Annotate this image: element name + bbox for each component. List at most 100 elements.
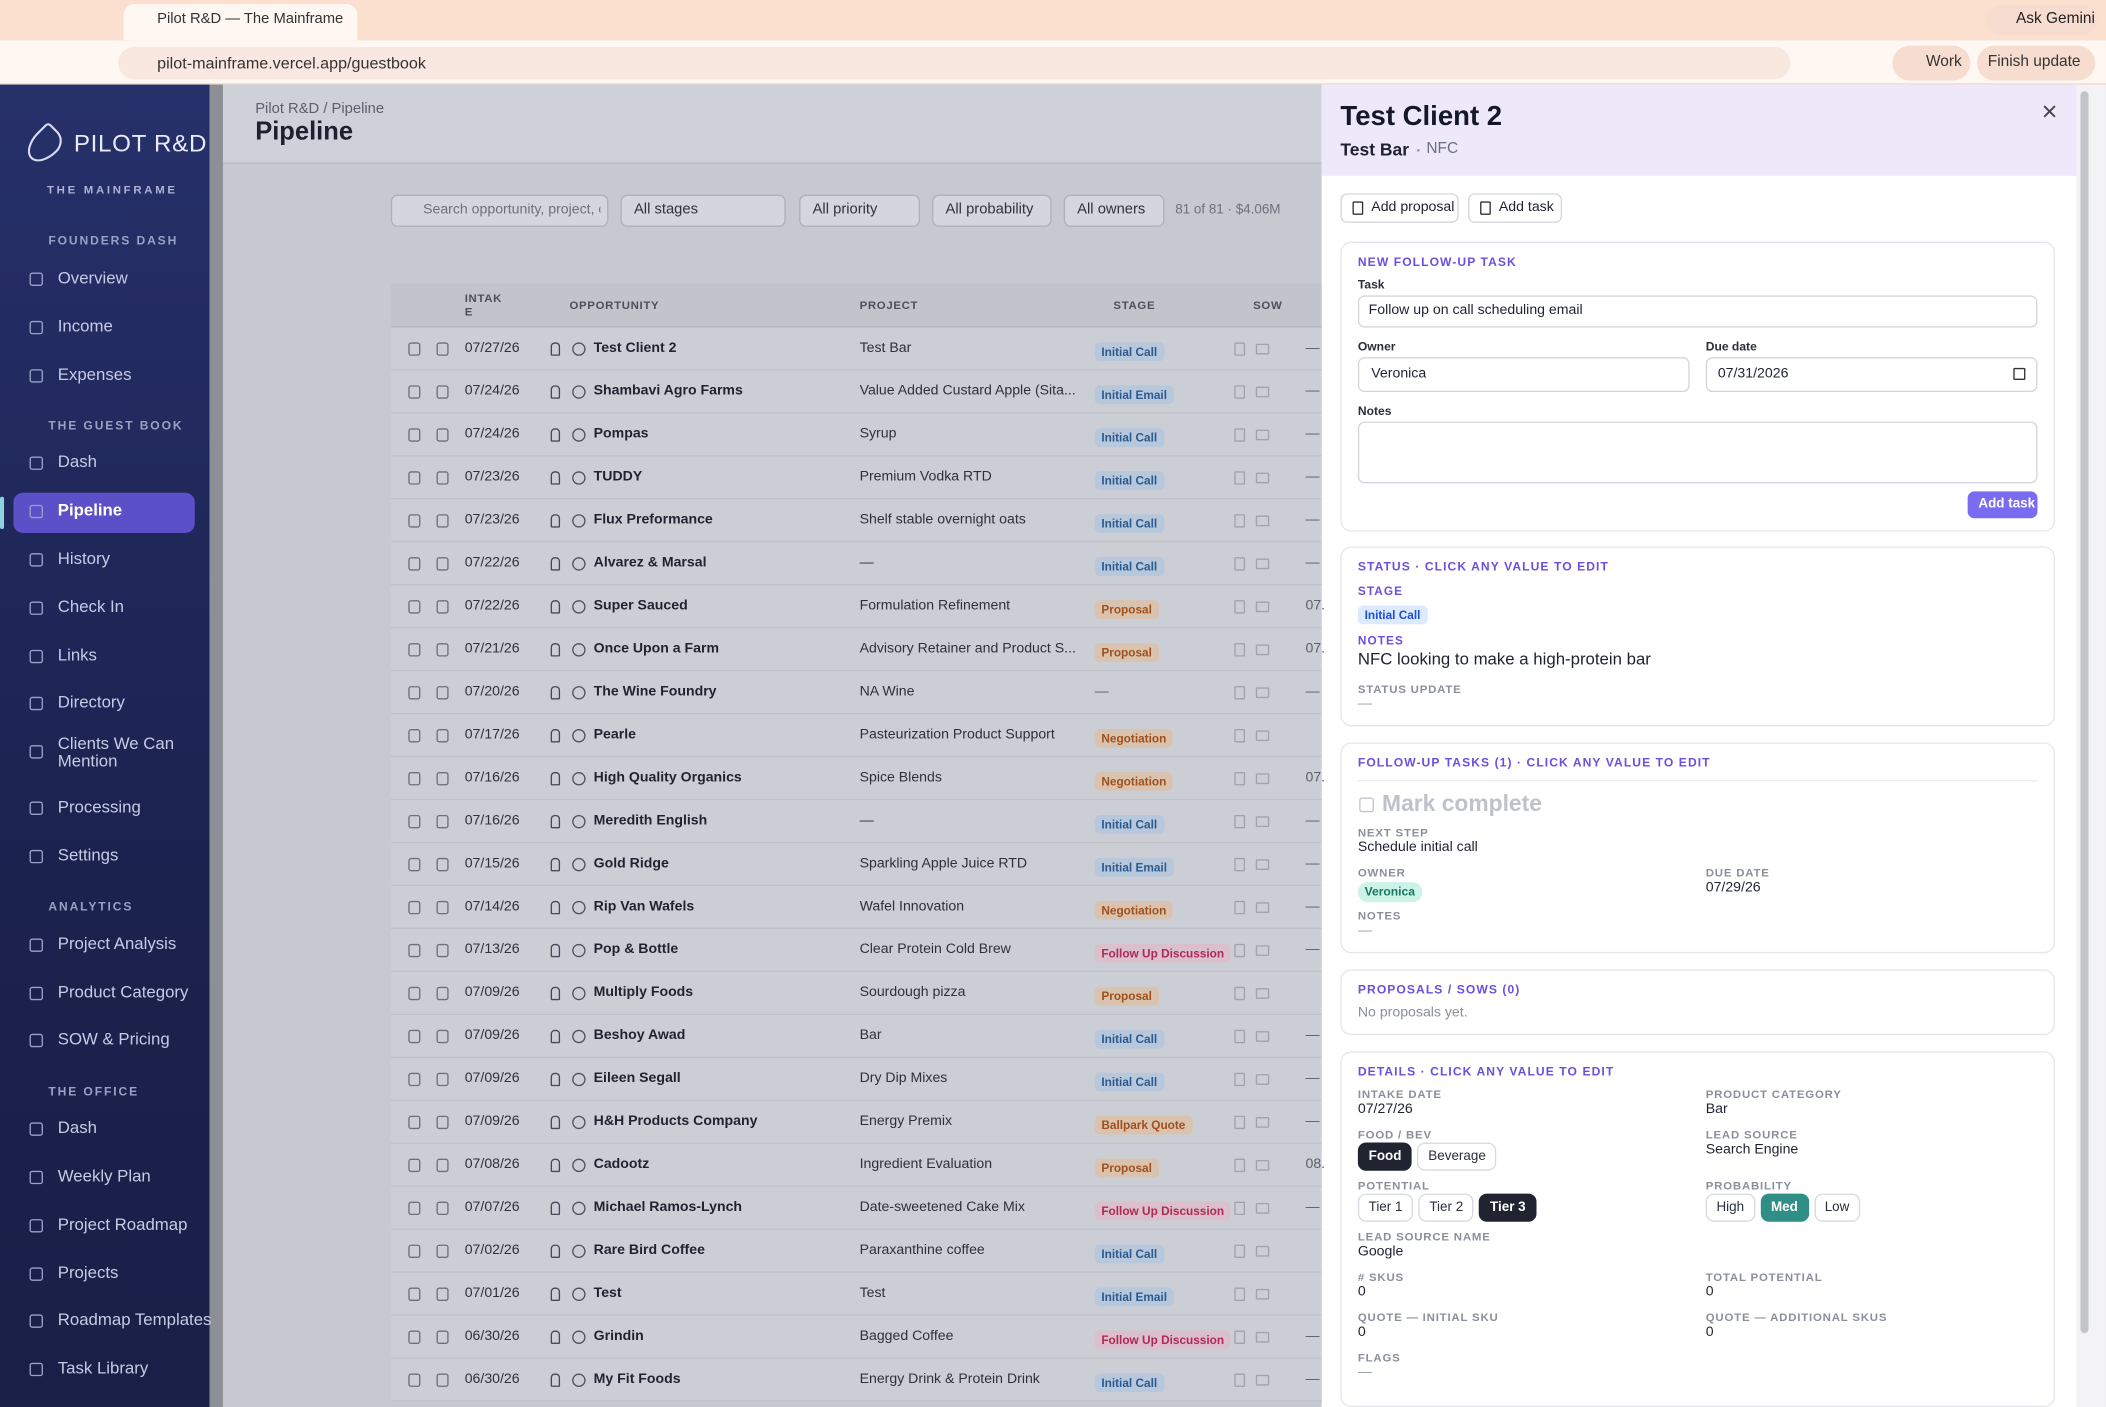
opportunity[interactable]: Pearle	[593, 726, 636, 744]
nav-item[interactable]: Project Analysis	[57, 934, 177, 953]
table-row[interactable]	[390, 1315, 1322, 1359]
task-input[interactable]	[1357, 295, 2038, 328]
status-notes[interactable]: NFC looking to make a high-protein bar	[1357, 650, 1651, 669]
nav-item[interactable]: Settings	[57, 845, 119, 865]
opportunity[interactable]: Michael Ramos-Lynch	[593, 1199, 743, 1216]
nav-item[interactable]: Task Library	[57, 1358, 149, 1378]
opportunity[interactable]: Grindin	[593, 1328, 644, 1345]
chip[interactable]: Tier 3	[1479, 1193, 1537, 1222]
opportunity[interactable]: Super Sauced	[593, 598, 688, 615]
opportunity[interactable]: High Quality Organics	[593, 769, 742, 787]
filter-select[interactable]	[932, 194, 1052, 227]
column-header[interactable]: OPPORTUNITY	[569, 297, 660, 312]
opportunity[interactable]: My Fit Foods	[593, 1371, 681, 1388]
update-button[interactable]	[1977, 45, 2096, 81]
nav-item[interactable]: Directory	[57, 693, 125, 713]
opportunity[interactable]: H&H Products Company	[593, 1113, 758, 1130]
mark-complete[interactable]: Mark complete	[1382, 791, 1542, 817]
chip[interactable]: High	[1705, 1193, 1755, 1222]
nav-item[interactable]: Income	[57, 316, 113, 336]
nav-item[interactable]: Clients We Can Mention	[57, 734, 175, 771]
column-header[interactable]: INTAKE	[464, 290, 503, 319]
table-row[interactable]	[390, 327, 1322, 371]
nav-item[interactable]: Check In	[57, 597, 125, 616]
nav-item[interactable]: SOW & Pricing	[57, 1030, 170, 1050]
table-row[interactable]	[390, 413, 1322, 457]
task-notes[interactable]: —	[1357, 923, 1372, 940]
table-row[interactable]	[390, 499, 1322, 543]
stage-pill[interactable]: Initial Call	[1357, 604, 1428, 625]
action-label[interactable]: Add task	[1498, 199, 1554, 216]
table-row[interactable]	[390, 843, 1322, 887]
table-row[interactable]	[390, 972, 1322, 1016]
filter-label[interactable]: All probability	[945, 201, 1034, 218]
opportunity[interactable]: Rare Bird Coffee	[593, 1242, 705, 1259]
status-update[interactable]: —	[1357, 696, 1372, 713]
filter-select[interactable]	[799, 194, 921, 227]
chip[interactable]: Tier 1	[1357, 1193, 1414, 1222]
opportunity[interactable]: Meredith English	[593, 812, 708, 830]
field-value[interactable]: Google	[1357, 1243, 1404, 1261]
opportunity[interactable]: Test Client 2	[593, 340, 677, 357]
table-row[interactable]	[390, 1057, 1322, 1101]
chip[interactable]: Med	[1760, 1193, 1809, 1222]
table-row[interactable]	[390, 1229, 1322, 1273]
filter-label[interactable]: All owners	[1077, 201, 1146, 218]
nav-item[interactable]: Weekly Plan	[57, 1166, 151, 1186]
nav-section[interactable]: THE GUEST BOOK	[48, 418, 184, 433]
nav-item[interactable]: Dash	[57, 1118, 97, 1138]
chip[interactable]: Tier 2	[1418, 1193, 1474, 1222]
field-value[interactable]: 0	[1705, 1324, 1714, 1341]
nav-item[interactable]: Processing	[57, 797, 141, 817]
action-button[interactable]	[1468, 193, 1563, 223]
opportunity[interactable]: Shambavi Agro Farms	[593, 383, 743, 400]
table-row[interactable]	[390, 1272, 1322, 1316]
table-row[interactable]	[390, 671, 1322, 715]
chip[interactable]: Low	[1813, 1193, 1861, 1222]
nav-item[interactable]: Links	[57, 645, 97, 665]
column-header[interactable]: PROJECT	[859, 297, 919, 312]
opportunity[interactable]: Multiply Foods	[593, 984, 694, 1001]
opportunity[interactable]: TUDDY	[593, 469, 643, 486]
opportunity[interactable]: Pop & Bottle	[593, 941, 679, 958]
table-row[interactable]	[390, 1143, 1322, 1187]
owner-pill[interactable]: Veronica	[1357, 882, 1422, 903]
opportunity[interactable]: Cadootz	[593, 1156, 650, 1173]
filter-select[interactable]	[1063, 194, 1165, 227]
opportunity[interactable]: Alvarez & Marsal	[593, 555, 707, 572]
action-label[interactable]: Add proposal	[1371, 199, 1455, 216]
filter-label[interactable]: All priority	[812, 201, 878, 218]
due-input[interactable]	[1705, 357, 2038, 393]
table-row[interactable]	[390, 628, 1322, 672]
table-row[interactable]	[390, 370, 1322, 414]
opportunity[interactable]: The Wine Foundry	[593, 684, 717, 701]
nav-item[interactable]: Expenses	[57, 364, 132, 384]
table-row[interactable]	[390, 1358, 1322, 1402]
nav-item[interactable]: Product Category	[57, 982, 189, 1002]
opportunity[interactable]: Pompas	[593, 426, 649, 443]
table-row[interactable]	[390, 800, 1322, 844]
url[interactable]: pilot-mainframe.vercel.app/guestbook	[157, 53, 426, 72]
nav-section[interactable]: THE OFFICE	[48, 1084, 140, 1098]
table-row[interactable]	[390, 585, 1322, 629]
opportunity[interactable]: Flux Preformance	[593, 512, 713, 529]
chip[interactable]: Beverage	[1417, 1142, 1497, 1171]
opportunity[interactable]: Test	[593, 1285, 622, 1302]
nav-item[interactable]: Overview	[57, 268, 128, 288]
table-row[interactable]	[390, 456, 1322, 500]
nav-section[interactable]: ANALYTICS	[48, 899, 134, 914]
nav-item[interactable]: Projects	[57, 1262, 119, 1282]
search[interactable]	[390, 194, 609, 227]
due-value[interactable]: 07/31/2026	[1717, 365, 1789, 382]
opportunity[interactable]: Once Upon a Farm	[593, 641, 720, 658]
filter-select[interactable]	[620, 194, 786, 227]
nav-item[interactable]: Roadmap Templates	[57, 1310, 212, 1330]
table-row[interactable]	[390, 542, 1322, 586]
field-value[interactable]: —	[1357, 1364, 1372, 1381]
nav-item[interactable]: Dash	[57, 452, 97, 472]
field-value[interactable]: 0	[1357, 1284, 1366, 1301]
owner-value[interactable]: Veronica	[1371, 365, 1427, 382]
table-row[interactable]	[390, 886, 1322, 930]
nav-item[interactable]: Project Roadmap	[57, 1214, 188, 1234]
nav-item[interactable]: History	[57, 549, 111, 568]
